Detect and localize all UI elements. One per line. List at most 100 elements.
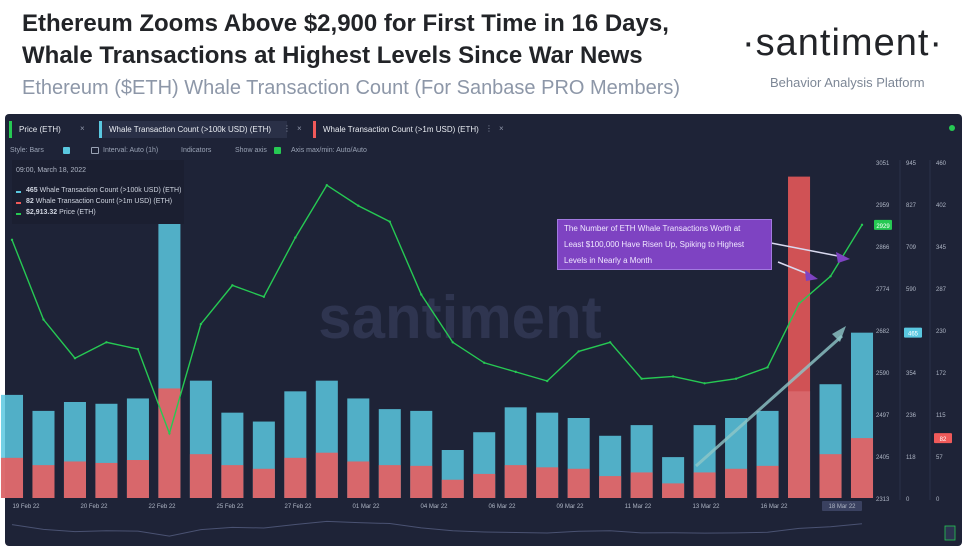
- whale-1m-bar: [0, 457, 24, 498]
- whale-1m-bar: [126, 460, 149, 498]
- x-axis-tick: 19 Feb 22: [12, 504, 40, 510]
- price-point: [860, 223, 864, 227]
- whale-1m-bar: [756, 465, 779, 498]
- whale-1m-bar: [32, 465, 55, 498]
- trend-arrow-head: [832, 326, 846, 342]
- brand-logo: ·santiment·: [742, 22, 944, 64]
- brand-tagline: Behavior Analysis Platform: [770, 75, 925, 90]
- menu-icon[interactable]: ⋮: [485, 124, 493, 133]
- tooltip-row: $2,913.32 Price (ETH): [26, 209, 96, 216]
- x-axis-tick: 04 Mar 22: [420, 504, 448, 510]
- x-axis-tick: 06 Mar 22: [488, 504, 516, 510]
- whale-1m-bar: [347, 461, 370, 498]
- color-swatch-icon[interactable]: [63, 147, 70, 154]
- whale-100k-axis-tick: 945: [906, 161, 917, 167]
- whale-100k-current-label-box: [904, 327, 922, 338]
- close-icon[interactable]: ×: [297, 124, 302, 133]
- tab-whale-100k[interactable]: Whale Transaction Count (>100k USD) (ETH…: [99, 121, 287, 138]
- x-axis-tick: 27 Feb 22: [284, 504, 312, 510]
- price-line: [11, 184, 863, 436]
- price-axis-tick: 2590: [876, 371, 890, 377]
- price-point: [577, 350, 580, 353]
- whale-1m-current-label: 82: [940, 437, 947, 443]
- navigator-line: [11, 520, 863, 537]
- whale-1m-bar: [284, 457, 307, 498]
- whale-1m-bar: [315, 452, 338, 498]
- price-axis-tick: 3051: [876, 161, 890, 167]
- whale-1m-bar: [693, 472, 716, 498]
- whale-100k-current-label: 465: [908, 332, 919, 338]
- price-point: [420, 293, 423, 296]
- tooltip-row: 465 Whale Transaction Count (>100k USD) …: [26, 187, 182, 194]
- callout-pointer-head: [836, 252, 850, 263]
- whale-1m-bar: [504, 465, 527, 498]
- whale-1m-bar: [725, 468, 748, 498]
- price-point: [829, 275, 832, 278]
- x-axis-current-box: [822, 501, 862, 511]
- close-icon[interactable]: ×: [80, 124, 85, 133]
- whale-100k-axis-tick: 354: [906, 371, 917, 377]
- close-icon[interactable]: ×: [499, 124, 504, 133]
- whale-1m-bar: [63, 461, 86, 498]
- whale-1m-axis-tick: 460: [936, 161, 947, 167]
- x-axis-tick: 25 Feb 22: [216, 504, 244, 510]
- show-axis-toggle[interactable]: Show axis: [235, 147, 267, 154]
- tooltip-swatch: [16, 213, 21, 215]
- interval-selector[interactable]: Interval: Auto (1h): [103, 147, 159, 154]
- whale-1m-bar: [819, 454, 842, 498]
- tooltip-swatch: [16, 202, 21, 204]
- price-point: [766, 366, 769, 369]
- whale-1m-bar: [473, 473, 496, 498]
- price-axis-tick: 2682: [876, 329, 890, 335]
- trend-arrow: [695, 334, 843, 468]
- tooltip-date: 09:00, March 18, 2022: [16, 167, 87, 174]
- whale-1m-bar: [599, 476, 622, 498]
- price-point: [136, 347, 140, 351]
- whale-1m-axis-tick: 345: [936, 245, 947, 251]
- callout-pointer: [777, 261, 809, 275]
- price-current-label: 2929: [876, 224, 890, 230]
- whale-100k-axis-tick: 590: [906, 287, 917, 293]
- price-point: [262, 295, 266, 298]
- price-point: [10, 238, 14, 242]
- price-point: [671, 375, 675, 378]
- whale-1m-axis-tick: 172: [936, 371, 947, 377]
- price-axis-tick: 2497: [876, 413, 890, 419]
- whale-1m-bar: [567, 468, 590, 498]
- price-axis-tick: 2405: [876, 455, 890, 461]
- whale-100k-axis-tick: 118: [906, 455, 916, 461]
- watermark-text: santiment: [318, 284, 601, 351]
- x-axis-tick: 20 Feb 22: [80, 504, 108, 510]
- whale-1m-bar: [189, 454, 212, 498]
- x-axis-tick: 18 Mar 22: [828, 504, 856, 510]
- style-selector[interactable]: Style: Bars: [10, 147, 44, 154]
- whale-1m-bar: [410, 465, 433, 498]
- price-point: [734, 377, 738, 380]
- chart-subtitle: Ethereum ($ETH) Whale Transaction Count …: [22, 77, 681, 99]
- price-point: [168, 432, 171, 435]
- callout-line: The Number of ETH Whale Transactions Wor…: [564, 224, 741, 233]
- price-point: [42, 318, 45, 321]
- whale-1m-bar: [630, 472, 653, 498]
- whale-1m-axis-tick: 287: [936, 287, 947, 293]
- price-point: [73, 357, 77, 360]
- callout-pointer-head: [805, 270, 818, 281]
- whale-1m-axis-tick: 402: [936, 203, 947, 209]
- tab-price[interactable]: Price (ETH): [9, 121, 79, 138]
- tooltip-row: 82 Whale Transaction Count (>1m USD) (ET…: [26, 198, 173, 205]
- tab-whale-1m[interactable]: Whale Transaction Count (>1m USD) (ETH): [313, 121, 488, 138]
- price-point: [797, 302, 801, 305]
- menu-icon[interactable]: ⋮: [283, 124, 291, 133]
- calendar-icon: [91, 147, 99, 154]
- callout-pointer: [770, 242, 839, 257]
- whale-1m-axis-tick: 115: [936, 413, 946, 419]
- x-axis-tick: 16 Mar 22: [760, 504, 788, 510]
- indicators-selector[interactable]: Indicators: [181, 147, 212, 154]
- axis-maxmin-selector[interactable]: Axis max/min: Auto/Auto: [291, 147, 367, 154]
- price-point: [514, 370, 517, 374]
- checkbox-icon[interactable]: [274, 147, 281, 154]
- callout-line: Least $100,000 Have Risen Up, Spiking to…: [564, 240, 745, 249]
- price-point: [294, 236, 297, 239]
- price-current-label-box: [874, 219, 892, 230]
- price-axis-tick: 2866: [876, 245, 890, 251]
